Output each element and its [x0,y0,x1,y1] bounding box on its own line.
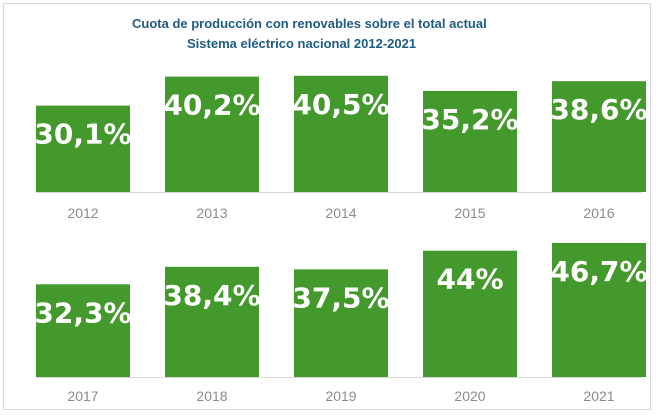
tick-label-2020: 2020 [454,388,485,404]
tick-label-2013: 2013 [196,205,227,221]
bar-2015 [423,90,517,192]
data-label-2018: 38,4% [163,279,260,312]
tick-label-2019: 2019 [325,388,356,404]
bar-2021 [552,242,646,377]
chart-subtitle: Sistema eléctrico nacional 2012-2021 [187,36,417,51]
data-label-2017: 32,3% [34,296,131,329]
chart-title: Cuota de producción con renovables sobre… [132,16,487,31]
bar-2017 [36,284,130,377]
data-label-2014: 40,5% [292,88,389,121]
data-label-2019: 37,5% [292,281,389,314]
data-label-2012: 30,1% [34,118,131,151]
data-label-2015: 35,2% [421,103,518,136]
tick-label-2012: 2012 [67,205,98,221]
data-label-2021: 46,7% [550,255,647,288]
bar-2013 [165,76,259,192]
data-label-2020: 44% [436,263,503,296]
bar-2012 [36,105,130,192]
tick-label-2017: 2017 [67,388,98,404]
tick-label-2014: 2014 [325,205,356,221]
bar-2020 [423,250,517,377]
bar-2016 [552,81,646,192]
tick-label-2015: 2015 [454,205,485,221]
bar-2019 [294,269,388,377]
tick-label-2016: 2016 [583,205,614,221]
tick-label-2021: 2021 [583,388,614,404]
bar-2014 [294,75,388,192]
data-label-2016: 38,6% [550,93,647,126]
data-label-2013: 40,2% [163,89,260,122]
bar-2018 [165,266,259,377]
tick-label-2018: 2018 [196,388,227,404]
